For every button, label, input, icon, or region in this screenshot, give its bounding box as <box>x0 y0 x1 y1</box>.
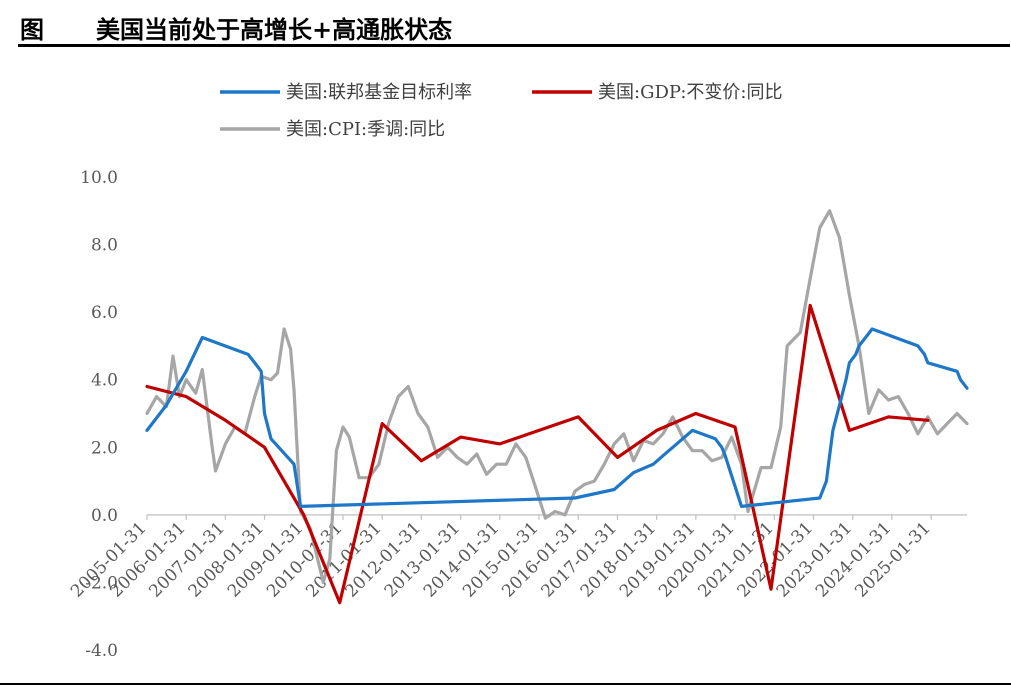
y-tick-label: 8.0 <box>91 236 118 256</box>
x-axis: 2005-01-312006-01-312007-01-312008-01-31… <box>67 514 967 602</box>
cpi-line <box>145 209 969 584</box>
y-axis: 10.0 8.0 6.0 4.0 2.0 0.0 -2.0 -4.0 <box>80 168 118 661</box>
y-tick-label: 0.0 <box>91 506 118 526</box>
legend-label-gdp: 美国:GDP:不变价:同比 <box>598 82 782 103</box>
legend: 美国:联邦基金目标利率 美国:GDP:不变价:同比 美国:CPI:季调:同比 <box>220 82 782 140</box>
legend-item-cpi: 美国:CPI:季调:同比 <box>220 119 445 140</box>
series-layer <box>145 209 969 605</box>
y-tick-label: -4.0 <box>85 641 118 661</box>
figure-title: 美国当前处于高增长+高通胀状态 <box>96 15 453 44</box>
top-rule <box>18 44 1010 47</box>
figure-header: 图 美国当前处于高增长+高通胀状态 <box>0 0 1011 46</box>
line-chart: 美国:联邦基金目标利率 美国:GDP:不变价:同比 美国:CPI:季调:同比 1… <box>67 82 969 661</box>
legend-label-fed-rate: 美国:联邦基金目标利率 <box>286 82 472 103</box>
legend-item-gdp: 美国:GDP:不变价:同比 <box>532 82 782 103</box>
y-tick-label: 4.0 <box>91 371 118 391</box>
bottom-rule <box>0 683 1011 685</box>
y-tick-label: 10.0 <box>80 168 118 188</box>
y-tick-label: 6.0 <box>91 303 118 323</box>
legend-item-fed-rate: 美国:联邦基金目标利率 <box>220 82 472 103</box>
y-tick-label: -2.0 <box>85 573 118 593</box>
legend-label-cpi: 美国:CPI:季调:同比 <box>286 119 445 140</box>
figure-label: 图 <box>20 15 44 44</box>
y-tick-label: 2.0 <box>91 438 118 458</box>
fed-rate-line <box>145 327 969 508</box>
gdp-line <box>145 303 930 605</box>
